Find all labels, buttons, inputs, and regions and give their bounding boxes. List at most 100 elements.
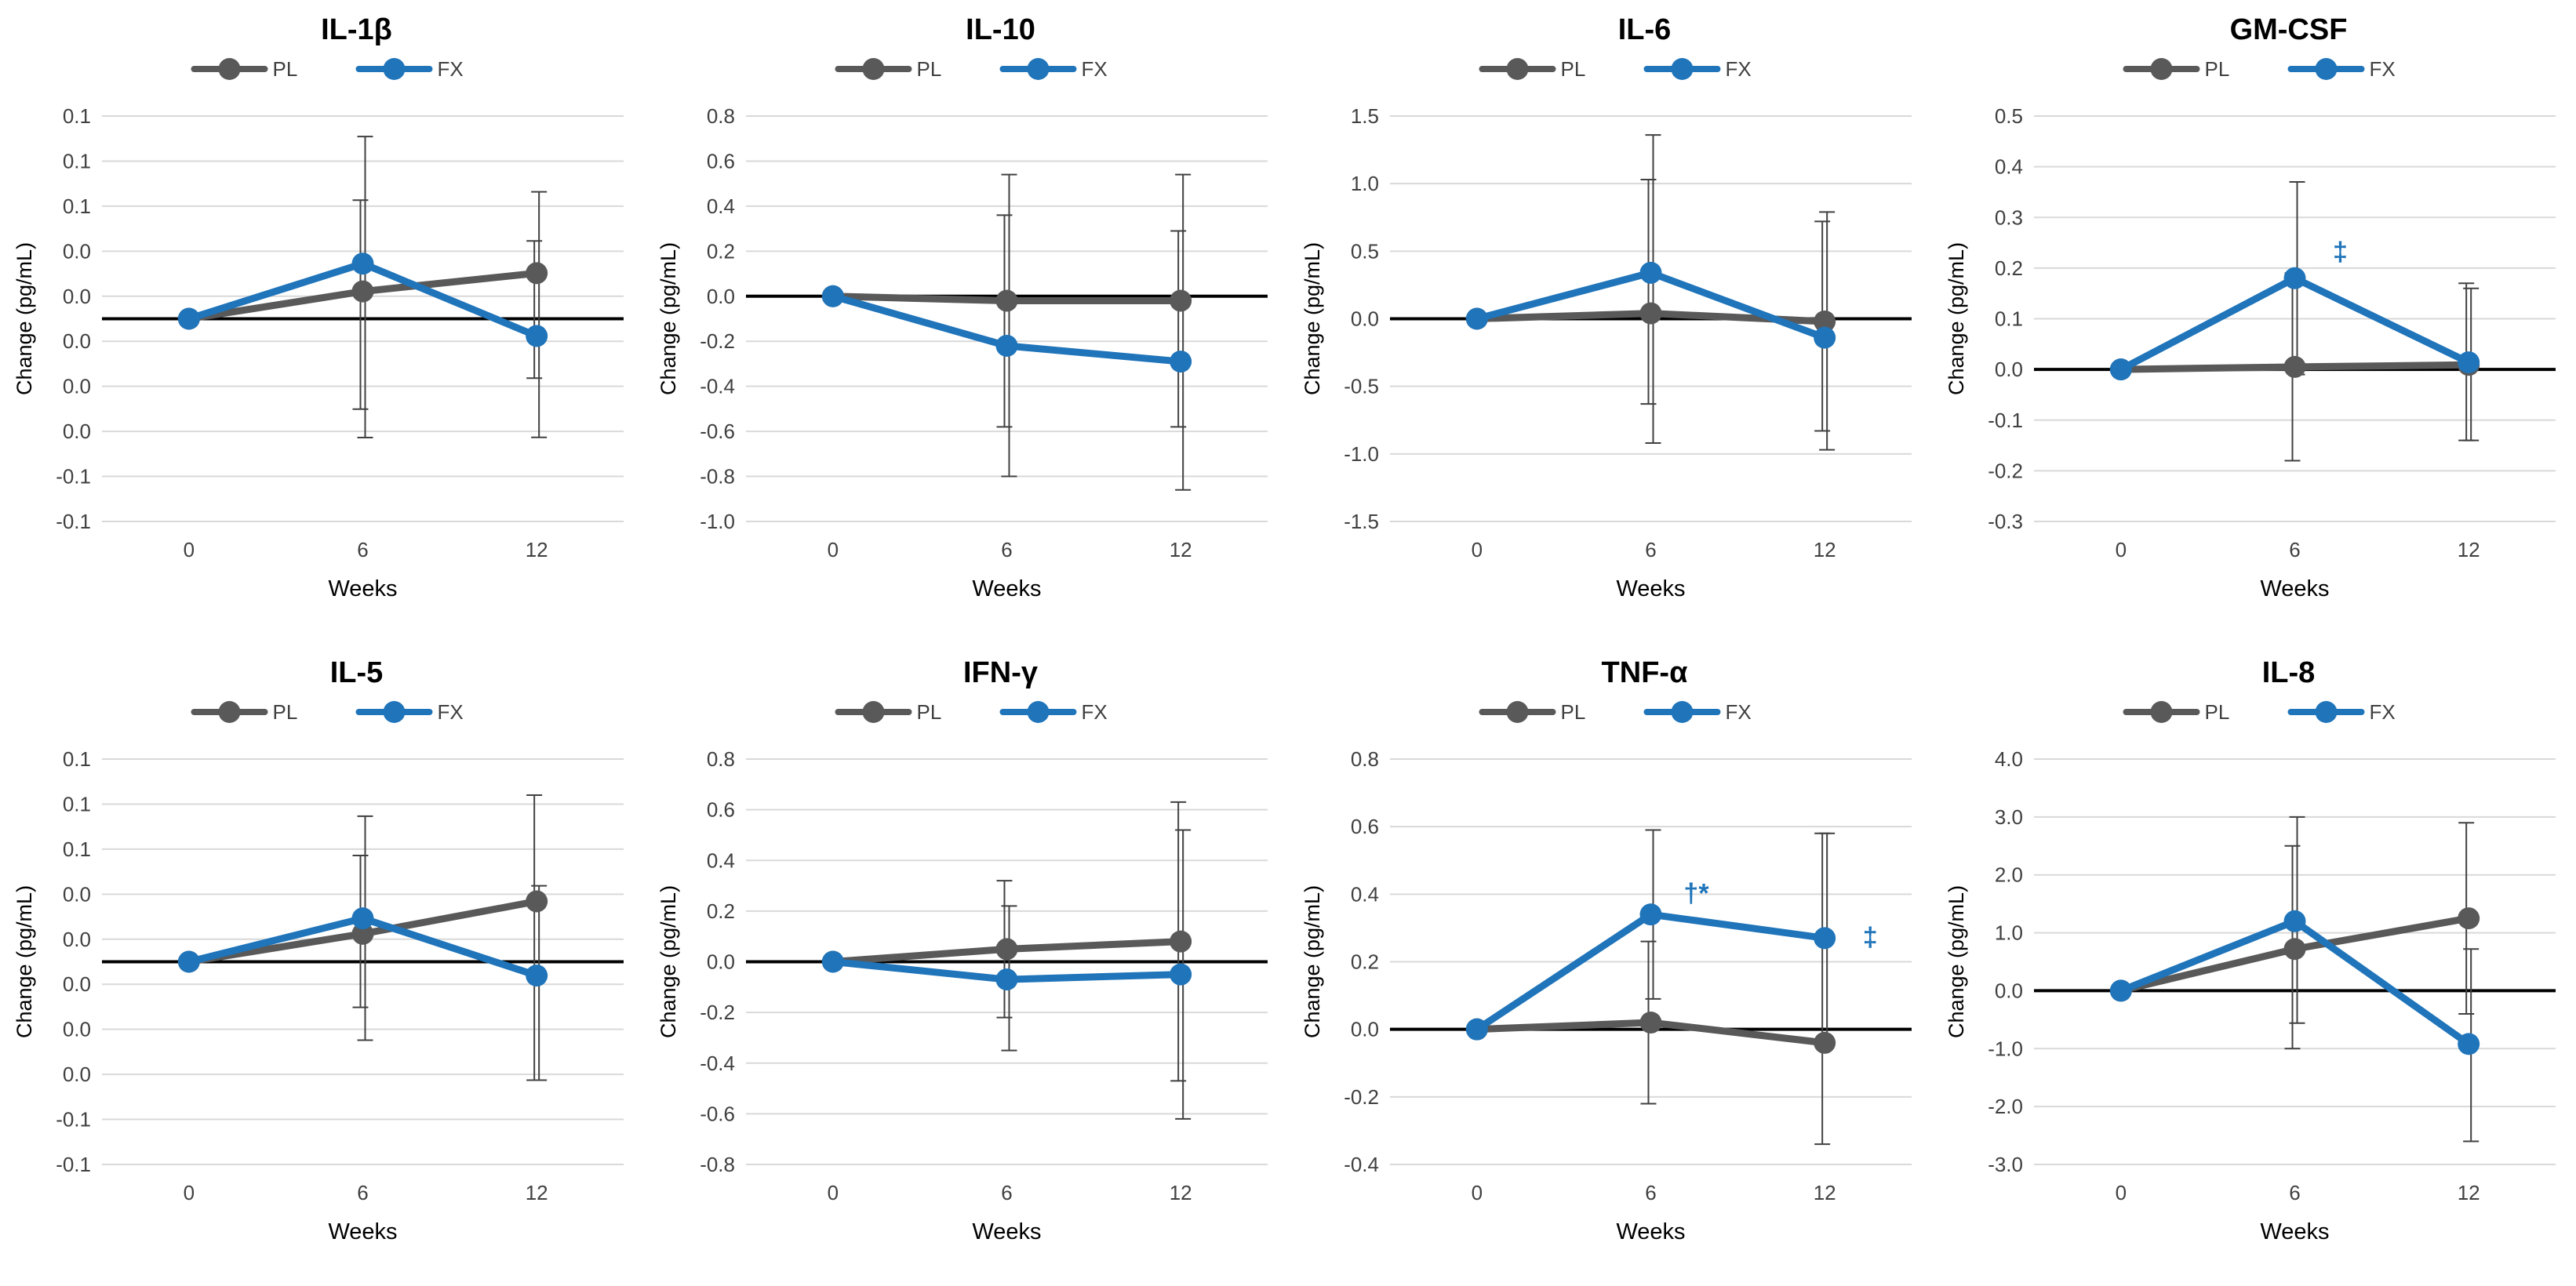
y-tick-label: -1.5 — [1344, 510, 1379, 533]
data-point — [2458, 1033, 2480, 1055]
y-tick-label: 0.4 — [1995, 155, 2023, 179]
data-point — [995, 968, 1018, 991]
y-tick-label: 0.2 — [1351, 950, 1379, 974]
legend-marker — [1671, 58, 1694, 80]
chart-title: IL-6 — [1618, 13, 1672, 46]
x-tick-label: 6 — [1645, 1181, 1656, 1204]
x-tick-label: 12 — [1814, 1181, 1836, 1204]
legend-label: PL — [2205, 57, 2230, 81]
error-bar — [1645, 134, 1661, 445]
x-tick-label: 0 — [2116, 1181, 2127, 1204]
legend-marker — [383, 701, 406, 723]
legend-label: FX — [438, 57, 464, 81]
x-tick-label: 6 — [2289, 1181, 2300, 1204]
chart-title: TNF-α — [1602, 656, 1688, 689]
y-tick-label: -0.1 — [1988, 409, 2023, 432]
x-axis-title: Weeks — [972, 1219, 1041, 1244]
x-tick-label: 12 — [526, 538, 548, 561]
legend-label: PL — [917, 700, 942, 724]
chart-title: IL-10 — [966, 13, 1035, 46]
y-tick-label: -0.2 — [1344, 1085, 1379, 1109]
chart-panel: IL-10 PL FX 0.8 0.6 0.4 0.2 0.0 -0.2 -0.4 -0.6 -0.8… — [657, 13, 1268, 601]
legend-item: FX — [999, 700, 1108, 724]
y-tick-label: -1.0 — [700, 510, 735, 533]
legend-marker — [383, 58, 406, 80]
y-tick-label: 0.1 — [63, 792, 91, 816]
legend-marker — [2150, 58, 2173, 80]
data-point — [351, 907, 374, 930]
legend-item: FX — [1643, 57, 1752, 81]
y-axis-title: Change (pg/mL) — [13, 242, 36, 395]
y-tick-label: 0.8 — [707, 104, 735, 128]
legend-item: PL — [1479, 700, 1586, 724]
x-tick-label: 12 — [2458, 1181, 2480, 1204]
x-axis-title: Weeks — [1616, 576, 1685, 601]
significance-marker: ‡ — [2333, 237, 2348, 267]
error-bar — [1175, 173, 1192, 491]
data-point — [2283, 938, 2306, 961]
data-point — [526, 890, 548, 913]
y-tick-label: -1.0 — [1344, 442, 1379, 466]
data-point — [1170, 289, 1192, 312]
legend-item: PL — [835, 57, 941, 81]
x-axis-title: Weeks — [2260, 576, 2329, 601]
y-tick-label: 1.0 — [1995, 921, 2023, 945]
data-point — [2283, 267, 2306, 289]
y-axis-title: Change (pg/mL) — [13, 885, 36, 1038]
y-tick-label: -1.0 — [1988, 1037, 2023, 1060]
y-tick-label: 0.4 — [707, 848, 735, 872]
y-tick-label: 0.0 — [63, 329, 91, 353]
legend-item: FX — [1643, 700, 1752, 724]
y-tick-label: 0.0 — [707, 950, 735, 974]
error-bar — [1170, 230, 1187, 428]
legend-label: PL — [1561, 700, 1586, 724]
legend-marker — [1506, 58, 1529, 80]
y-tick-label: -0.4 — [700, 375, 735, 398]
y-tick-label: -3.0 — [1988, 1153, 2023, 1176]
legend-item: PL — [2123, 57, 2230, 81]
legend-item: FX — [355, 57, 464, 81]
error-bar — [1001, 173, 1017, 478]
data-point — [177, 950, 200, 973]
y-tick-label: 0.1 — [63, 837, 91, 861]
y-tick-label: -0.1 — [56, 465, 91, 489]
y-tick-label: -0.8 — [700, 465, 735, 489]
data-point — [2283, 355, 2306, 378]
legend-item: FX — [999, 57, 1108, 81]
chart-panel: IL-8 PL FX 4.0 3.0 2.0 1.0 0.0 -1.0 -2.0 -3.0 0 6 12 W… — [1945, 656, 2556, 1244]
legend-label: PL — [273, 700, 298, 724]
chart-panel: IL-6 PL FX 1.5 1.0 0.5 0.0 -0.5 -1.0 -1.5 0 6 12 Week… — [1301, 13, 1912, 601]
y-tick-label: 0.2 — [707, 899, 735, 923]
y-tick-label: -0.2 — [700, 1001, 735, 1024]
y-tick-label: -0.1 — [56, 510, 91, 533]
y-tick-label: 1.5 — [1351, 104, 1379, 128]
x-tick-label: 0 — [1472, 1181, 1483, 1204]
data-point — [995, 938, 1018, 961]
legend-label: FX — [2370, 57, 2396, 81]
x-axis-title: Weeks — [972, 576, 1041, 601]
data-point — [351, 252, 374, 275]
legend-marker — [1027, 701, 1050, 723]
y-tick-label: 2.0 — [1995, 863, 2023, 887]
data-point — [995, 334, 1018, 357]
y-tick-label: 0.0 — [63, 928, 91, 951]
data-point — [1814, 927, 1836, 950]
data-point — [2109, 979, 2132, 1002]
y-tick-label: 0.0 — [63, 285, 91, 308]
data-point — [526, 262, 548, 285]
legend-marker — [218, 58, 241, 80]
data-point — [526, 964, 548, 987]
data-point — [177, 307, 200, 330]
y-tick-label: -0.5 — [1344, 375, 1379, 398]
legend-item: PL — [2123, 700, 2229, 724]
x-tick-label: 6 — [2289, 538, 2300, 561]
legend-marker — [1671, 701, 1694, 723]
y-tick-label: -0.8 — [700, 1153, 735, 1176]
legend-marker — [862, 58, 885, 80]
y-tick-label: 0.0 — [63, 239, 91, 263]
data-point — [1639, 1012, 1662, 1034]
y-tick-label: 0.0 — [1351, 1018, 1379, 1041]
y-tick-label: 0.1 — [63, 104, 91, 128]
data-point — [2458, 351, 2480, 374]
